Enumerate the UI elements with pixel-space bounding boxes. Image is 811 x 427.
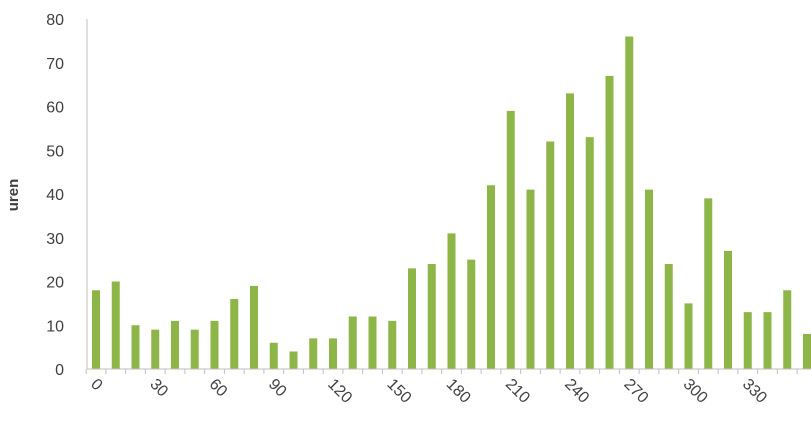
bar: [151, 329, 160, 370]
y-tick-label: 80: [46, 12, 64, 29]
y-tick-label: 50: [46, 143, 64, 160]
bar: [803, 334, 811, 369]
bar: [408, 268, 416, 370]
bar: [171, 320, 179, 370]
bar: [783, 290, 792, 369]
x-tick-label: 150: [383, 376, 414, 407]
bar: [585, 137, 594, 370]
bar: [92, 290, 100, 369]
x-axis: 0 30 60 90 120 150 180 210 240 270 300 330: [85, 368, 811, 407]
y-tick-label: 60: [46, 100, 64, 117]
bar: [368, 316, 377, 369]
x-tick-label: 240: [561, 376, 592, 407]
bar: [684, 303, 693, 370]
x-tick-label: 0: [87, 376, 105, 394]
bar: [546, 141, 555, 369]
bar: [763, 312, 772, 370]
x-tick-label: 90: [265, 376, 290, 401]
bar: [210, 320, 219, 370]
x-tick-label: 60: [206, 376, 231, 401]
bar: [743, 312, 752, 370]
y-tick-label: 40: [46, 187, 64, 204]
bar: [447, 233, 456, 370]
bar: [309, 338, 318, 370]
bars: [92, 36, 811, 370]
bar: [427, 264, 436, 369]
bar: [625, 36, 634, 369]
x-tick-label: 180: [443, 376, 474, 407]
y-axis: 0 10 20 30 40 50 60 70 80: [46, 12, 88, 379]
bar: [526, 189, 535, 369]
bar: [388, 320, 397, 370]
y-tick-label: 70: [46, 56, 64, 73]
x-tick-label: 270: [620, 376, 651, 407]
y-axis-title-group: uren: [5, 179, 22, 212]
x-tick-label: 210: [502, 376, 533, 407]
bar: [467, 259, 476, 370]
x-tick-label: 300: [680, 376, 711, 407]
bar: [645, 189, 653, 369]
bar: [250, 285, 258, 370]
bar: [289, 351, 298, 369]
y-tick-label: 20: [46, 275, 64, 292]
bar: [230, 299, 239, 369]
bar: [329, 338, 337, 370]
bar: [506, 110, 515, 370]
bar: [269, 342, 278, 369]
bar: [664, 264, 673, 369]
bar: [487, 185, 495, 369]
bar: [348, 316, 357, 369]
bar: [111, 281, 120, 369]
y-tick-label: 10: [46, 318, 64, 335]
bar: [566, 93, 574, 370]
bar: [704, 198, 713, 370]
bar: [605, 75, 614, 370]
x-tick-label: 120: [324, 376, 355, 407]
bar: [190, 329, 199, 370]
bar: [131, 325, 140, 369]
x-tick-label: 30: [146, 376, 171, 401]
y-tick-label: 30: [46, 231, 64, 248]
y-tick-label: 0: [55, 362, 64, 379]
bar: [724, 250, 732, 370]
x-tick-label: 330: [739, 376, 770, 407]
y-axis-title: uren: [5, 179, 22, 212]
